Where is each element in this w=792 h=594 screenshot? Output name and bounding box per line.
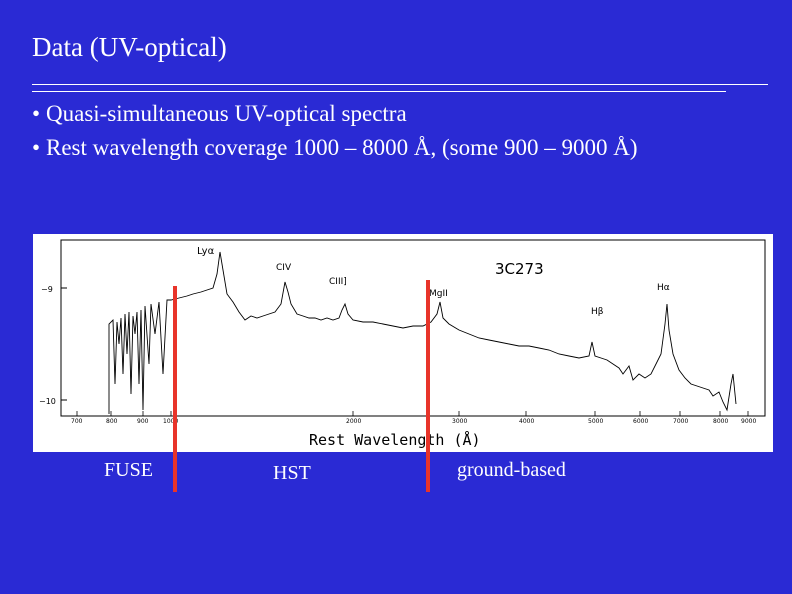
- x-tick-label: 5000: [588, 418, 603, 425]
- x-axis-label: Rest Wavelength (Å): [309, 430, 481, 449]
- x-tick-label: 9000: [741, 418, 756, 425]
- x-tick-label: 900: [137, 418, 149, 425]
- bullet-symbol: •: [32, 135, 41, 160]
- bullet-text: Quasi-simultaneous UV-optical spectra: [46, 101, 407, 126]
- x-tick-label: 4000: [519, 418, 534, 425]
- spectrum-figure: −9 −10 700 800 900 1000 2000 3000 4000 5…: [33, 234, 773, 452]
- x-tick-label: 7000: [673, 418, 688, 425]
- spectrum-plot: −9 −10 700 800 900 1000 2000 3000 4000 5…: [39, 239, 766, 449]
- hst-ground-boundary-marker: [426, 280, 430, 492]
- x-tick-label: 700: [71, 418, 83, 425]
- x-tick-label: 6000: [633, 418, 648, 425]
- spectrum-trace: [108, 251, 737, 414]
- line-label-hbeta: Hβ: [591, 307, 604, 317]
- fuse-boundary-marker: [173, 286, 177, 492]
- bullet-text: Rest wavelength coverage 1000 – 8000 Å, …: [46, 135, 638, 160]
- title-rule-bottom: [32, 91, 726, 92]
- y-tick-label: −10: [39, 397, 56, 406]
- line-label-lya: Lyα: [197, 246, 215, 257]
- line-label-ciii: CIII]: [329, 277, 347, 287]
- x-tick-label: 8000: [713, 418, 728, 425]
- object-name: 3C273: [495, 260, 544, 278]
- fuse-label: FUSE: [104, 459, 153, 481]
- line-label-halpha: Hα: [657, 283, 670, 293]
- title-rule-top: [32, 84, 768, 85]
- slide-title: Data (UV-optical): [32, 32, 227, 62]
- hst-label: HST: [273, 462, 311, 484]
- line-label-civ: CIV: [276, 263, 292, 273]
- plot-frame: [60, 239, 766, 417]
- x-tick-label: 3000: [452, 418, 467, 425]
- y-tick-label: −9: [41, 285, 53, 294]
- x-tick-label: 800: [106, 418, 118, 425]
- bullet-item: • Quasi-simultaneous UV-optical spectra: [32, 97, 638, 131]
- x-tick-label: 2000: [346, 418, 361, 425]
- x-tick-label: 1000: [163, 418, 178, 425]
- bullet-item: • Rest wavelength coverage 1000 – 8000 Å,…: [32, 131, 638, 165]
- bullet-symbol: •: [32, 101, 41, 126]
- ground-based-label: ground-based: [457, 459, 566, 481]
- bullet-list: • Quasi-simultaneous UV-optical spectra •…: [32, 97, 638, 165]
- line-label-mgii: MgII: [429, 289, 448, 299]
